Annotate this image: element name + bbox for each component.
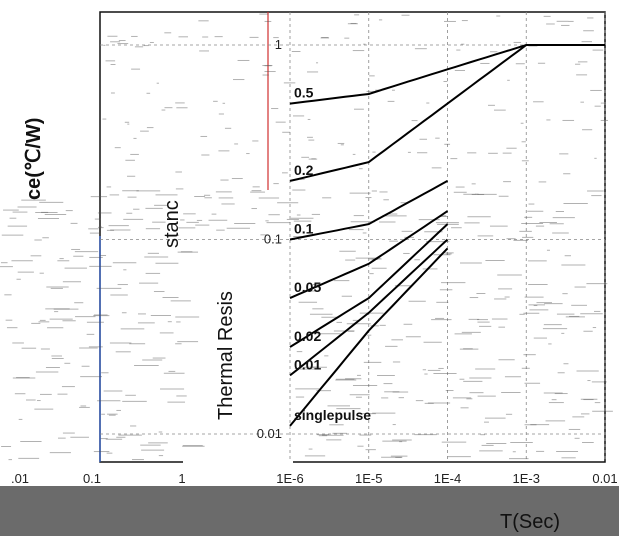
x-axis-title: T(Sec): [500, 511, 560, 533]
series-label-0.5: 0.5: [294, 85, 314, 101]
y-tick-label: 0.01: [257, 426, 282, 441]
series-label-0.05: 0.05: [294, 279, 321, 295]
series-label-singlepulse: singlepulse: [294, 407, 371, 423]
series-line-0.2: [289, 44, 605, 182]
bottom-grey-band: [0, 486, 619, 536]
series-label-0.1: 0.1: [294, 221, 314, 237]
series-line-0.01: [289, 238, 449, 377]
bottom-axis-strip: [0, 466, 619, 486]
grid-layer: [100, 12, 606, 462]
curves-layer: [289, 44, 605, 427]
series-label-0.02: 0.02: [294, 328, 321, 344]
x-tick-label: 0.01: [592, 471, 617, 486]
white-inset-panel: [183, 236, 293, 468]
x-tick-label: 1E-3: [513, 471, 540, 486]
y-axis-title-fragment-mid: stanc: [161, 200, 183, 248]
x-tick-label: 1E-4: [434, 471, 461, 486]
x-tick-label: 1E-6: [276, 471, 303, 486]
series-line-0.02: [289, 223, 449, 348]
noise-layer: [0, 13, 613, 461]
series-line-singlepulse: [289, 247, 449, 427]
series-line-0.1: [289, 180, 448, 241]
series-label-0.01: 0.01: [294, 356, 321, 372]
x-tick-label-overlay: 1: [178, 471, 185, 486]
y-tick-label: 1: [275, 37, 282, 52]
y-axis-title-fragment-upper: ce(℃/W): [23, 118, 45, 200]
y-tick-label: 0.1: [264, 232, 282, 247]
series-line-0.05: [289, 210, 449, 300]
x-tick-label: 1E-5: [355, 471, 382, 486]
labels-layer: 0.5 0.2 0.1 0.05 0.02 0.01 singlepulse 1E-6 1E-5…: [11, 37, 618, 486]
x-tick-label-overlay: 0.1: [83, 471, 101, 486]
x-tick-label-overlay: .01: [11, 471, 29, 486]
y-axis-title-fragment-lower: Thermal Resis: [215, 291, 237, 420]
series-label-0.2: 0.2: [294, 162, 314, 178]
